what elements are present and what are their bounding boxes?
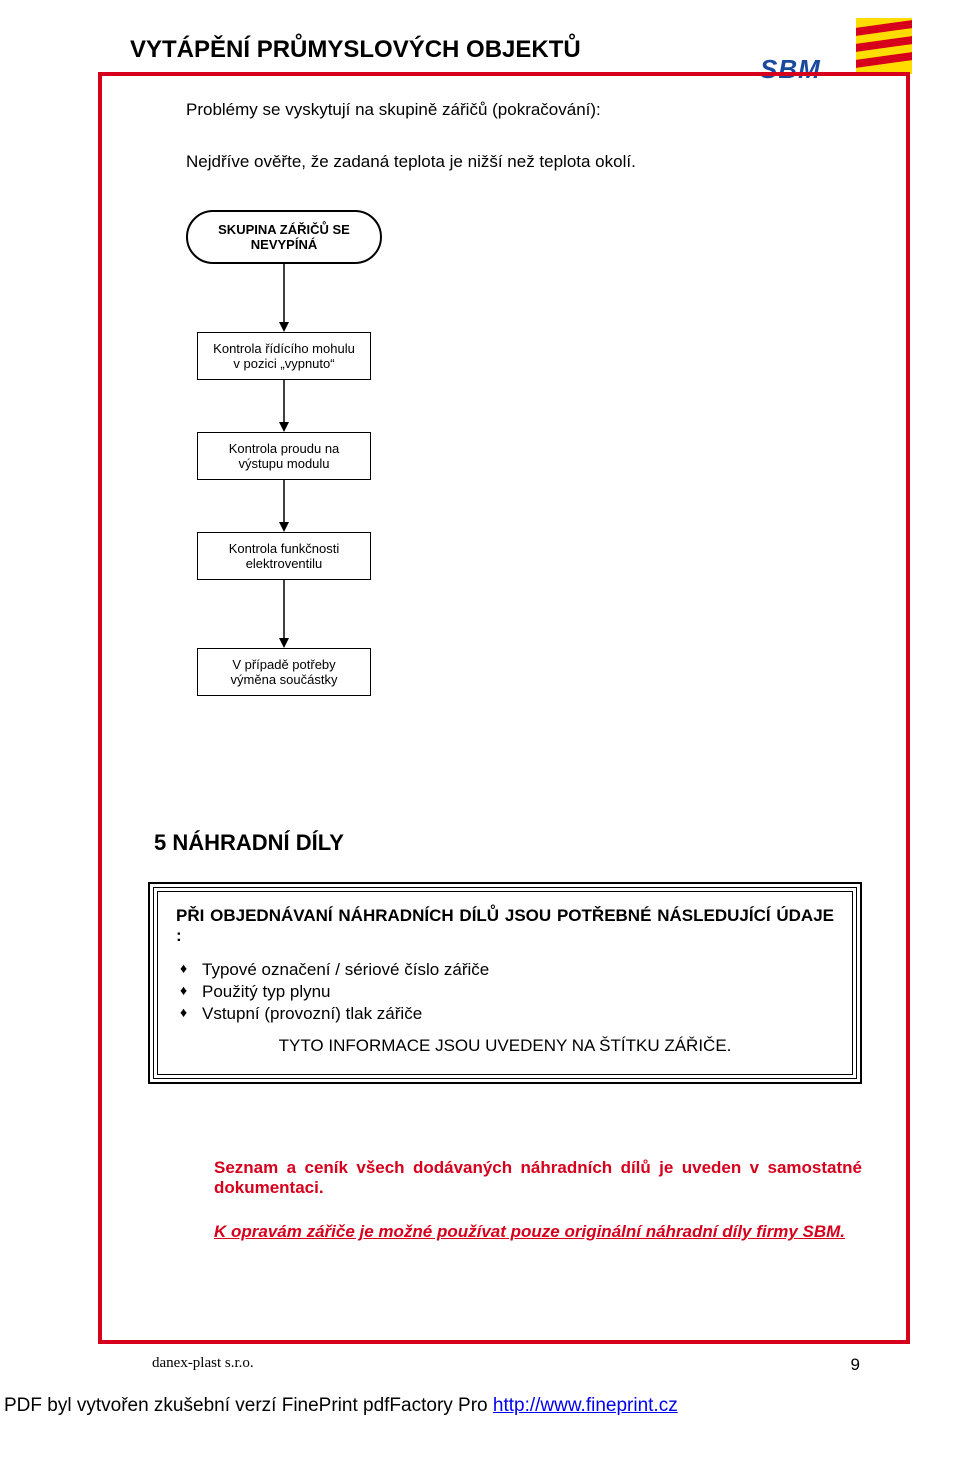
pdf-generator-footer: PDF byl vytvořen zkušební verzí FinePrin… <box>4 1395 678 1417</box>
spare-parts-bullets: Typové označení / sériové číslo zářiče P… <box>180 960 834 1024</box>
flow-connector <box>283 480 285 532</box>
flow-process: V případě potřeby výměna součástky <box>197 648 371 696</box>
spare-parts-lead: PŘI OBJEDNÁVANÍ NÁHRADNÍCH DÍLŮ JSOU POT… <box>176 906 834 946</box>
flow-process: Kontrola funkčnosti elektroventilu <box>197 532 371 580</box>
note-pricelist: Seznam a ceník všech dodávaných náhradní… <box>214 1158 862 1198</box>
flow-connector <box>283 580 285 648</box>
section-5-heading: 5 NÁHRADNÍ DÍLY <box>154 830 344 856</box>
list-item: Typové označení / sériové číslo zářiče <box>180 960 834 980</box>
intro-line-1: Problémy se vyskytují na skupině zářičů … <box>186 100 601 120</box>
spare-parts-box: PŘI OBJEDNÁVANÍ NÁHRADNÍCH DÍLŮ JSOU POT… <box>148 882 862 1084</box>
flow-process: Kontrola řídícího mohulu v pozici „vypnu… <box>197 332 371 380</box>
pdf-footer-link[interactable]: http://www.fineprint.cz <box>493 1395 678 1416</box>
page-title: VYTÁPĚNÍ PRŮMYSLOVÝCH OBJEKTŮ <box>130 36 581 64</box>
note-original-parts: K opravám zářiče je možné používat pouze… <box>214 1222 854 1242</box>
flowchart: SKUPINA ZÁŘIČŮ SE NEVYPÍNÁ Kontrola řídí… <box>154 210 414 696</box>
footer-page-number: 9 <box>851 1355 860 1375</box>
pdf-footer-text: PDF byl vytvořen zkušební verzí FinePrin… <box>4 1395 493 1416</box>
flow-process: Kontrola proudu na výstupu modulu <box>197 432 371 480</box>
list-item: Vstupní (provozní) tlak zářiče <box>180 1004 834 1024</box>
spare-parts-box-border2: PŘI OBJEDNÁVANÍ NÁHRADNÍCH DÍLŮ JSOU POT… <box>153 887 857 1079</box>
intro-line-2: Nejdříve ověřte, že zadaná teplota je ni… <box>186 152 636 172</box>
page: VYTÁPĚNÍ PRŮMYSLOVÝCH OBJEKTŮ SBM Problé… <box>0 0 960 1410</box>
spare-parts-box-content: PŘI OBJEDNÁVANÍ NÁHRADNÍCH DÍLŮ JSOU POT… <box>157 891 853 1075</box>
flow-connector <box>283 380 285 432</box>
spare-parts-tail: TYTO INFORMACE JSOU UVEDENY NA ŠTÍTKU ZÁ… <box>176 1036 834 1056</box>
footer-company: danex-plast s.r.o. <box>152 1355 254 1372</box>
flow-terminator: SKUPINA ZÁŘIČŮ SE NEVYPÍNÁ <box>186 210 382 264</box>
flow-connector <box>283 264 285 332</box>
list-item: Použitý typ plynu <box>180 982 834 1002</box>
